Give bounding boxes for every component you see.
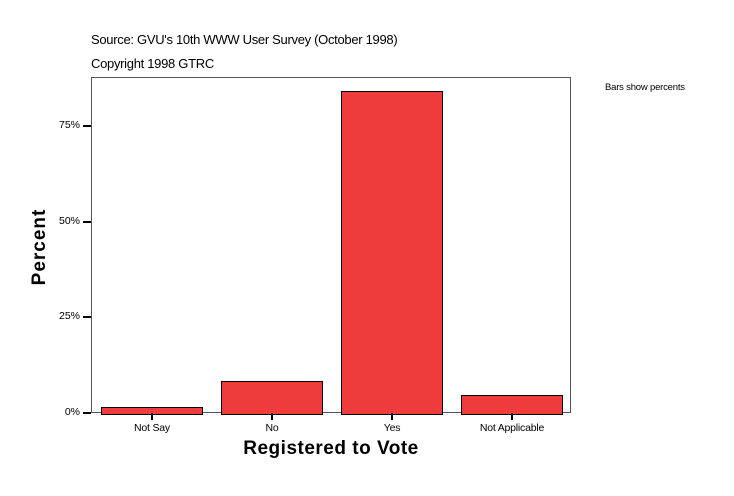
x-tick: [151, 413, 153, 420]
bars-note: Bars show percents: [605, 82, 685, 93]
bar-not-applicable: [461, 395, 563, 415]
x-tick: [391, 413, 393, 420]
x-tick-label: Not Applicable: [479, 422, 545, 434]
y-tick: [83, 412, 91, 414]
x-tick: [511, 413, 513, 420]
x-tick-label: Yes: [383, 422, 401, 434]
x-tick-label: No: [265, 422, 279, 434]
source-text: Source: GVU's 10th WWW User Survey (Octo…: [91, 32, 398, 47]
x-tick: [271, 413, 273, 420]
y-tick-label: 0%: [64, 406, 80, 418]
y-tick: [83, 124, 91, 127]
x-axis-title: Registered to Vote: [243, 438, 419, 459]
y-tick: [83, 220, 91, 223]
copyright-text: Copyright 1998 GTRC: [91, 56, 214, 71]
y-tick: [83, 316, 91, 319]
plot-area: [91, 77, 571, 415]
y-tick-label: 25%: [58, 310, 80, 323]
x-tick-label: Not Say: [134, 422, 170, 434]
y-tick-label: 50%: [58, 214, 80, 227]
y-tick-label: 75%: [58, 118, 80, 131]
bar-no: [221, 381, 323, 415]
bar-yes: [341, 91, 443, 415]
